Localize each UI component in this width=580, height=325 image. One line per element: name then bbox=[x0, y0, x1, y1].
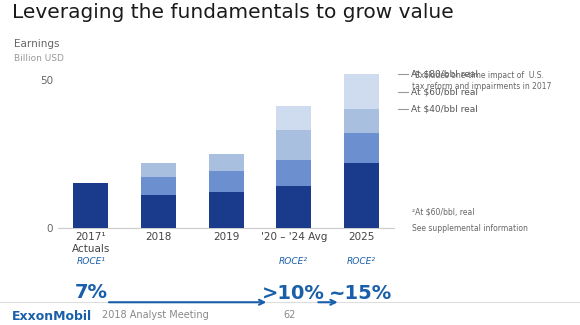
Text: ROCE¹: ROCE¹ bbox=[77, 257, 106, 266]
Bar bbox=[344, 109, 379, 133]
Text: See supplemental information: See supplemental information bbox=[412, 224, 528, 233]
Bar bbox=[276, 106, 311, 130]
Text: Billion USD: Billion USD bbox=[14, 54, 64, 63]
Text: ¹Excludes one-time impact of  U.S.
tax reform and impairments in 2017: ¹Excludes one-time impact of U.S. tax re… bbox=[412, 72, 551, 91]
Text: ExxonMobil: ExxonMobil bbox=[12, 310, 92, 323]
Bar bbox=[276, 130, 311, 160]
Bar bbox=[141, 177, 176, 195]
Bar bbox=[344, 162, 379, 228]
Bar bbox=[276, 186, 311, 228]
Bar bbox=[73, 183, 108, 228]
Bar bbox=[344, 133, 379, 162]
Bar bbox=[209, 154, 244, 171]
Text: ~15%: ~15% bbox=[329, 284, 393, 303]
Text: 2018 Analyst Meeting: 2018 Analyst Meeting bbox=[102, 310, 208, 320]
Text: At $60/bbl real: At $60/bbl real bbox=[411, 87, 478, 96]
Text: 62: 62 bbox=[284, 310, 296, 320]
Text: Leveraging the fundamentals to grow value: Leveraging the fundamentals to grow valu… bbox=[12, 3, 454, 22]
Bar bbox=[209, 192, 244, 228]
Bar bbox=[209, 171, 244, 192]
Text: >10%: >10% bbox=[262, 284, 325, 303]
Text: Earnings: Earnings bbox=[14, 39, 60, 49]
Bar bbox=[141, 195, 176, 228]
Bar bbox=[141, 162, 176, 177]
Text: At $80/bbl real: At $80/bbl real bbox=[411, 69, 478, 78]
Text: 7%: 7% bbox=[75, 283, 108, 302]
Bar bbox=[344, 74, 379, 109]
Text: ROCE²: ROCE² bbox=[346, 257, 375, 266]
Bar bbox=[276, 160, 311, 186]
Text: At $40/bbl real: At $40/bbl real bbox=[411, 105, 478, 114]
Text: ²At $60/bbl, real: ²At $60/bbl, real bbox=[412, 208, 474, 217]
Text: ROCE²: ROCE² bbox=[279, 257, 308, 266]
